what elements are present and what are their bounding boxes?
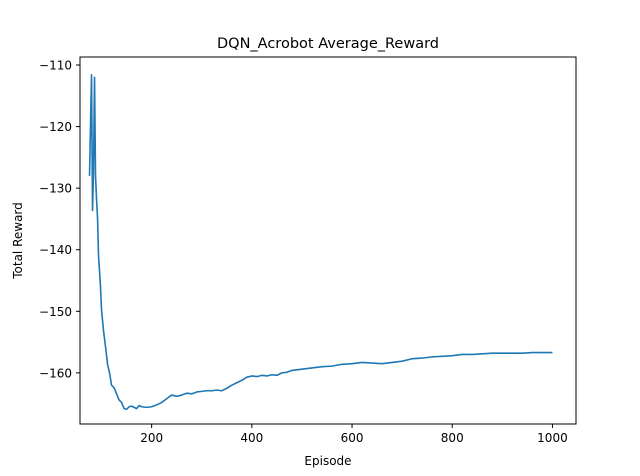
axes-frame [79, 56, 577, 425]
y-axis: −160 −150 −140 −130 −120 −110 [39, 59, 80, 380]
y-tick-label: −140 [39, 243, 72, 257]
plot-area [88, 74, 553, 411]
y-tick-label: −160 [39, 366, 72, 380]
y-tick-label: −130 [39, 182, 72, 196]
x-tick-label: 1000 [537, 431, 568, 445]
y-tick-label: −110 [39, 59, 72, 73]
y-axis-label: Total Reward [11, 202, 25, 280]
chart-title: DQN_Acrobot Average_Reward [217, 36, 439, 52]
x-tick-label: 800 [441, 431, 464, 445]
x-axis: 200 400 600 800 1000 [140, 424, 568, 445]
x-axis-label: Episode [304, 454, 351, 468]
x-tick-label: 600 [341, 431, 364, 445]
y-tick-label: −150 [39, 305, 72, 319]
y-tick-label: −120 [39, 120, 72, 134]
x-tick-label: 400 [240, 431, 263, 445]
x-tick-label: 200 [140, 431, 163, 445]
series-line [88, 74, 553, 411]
